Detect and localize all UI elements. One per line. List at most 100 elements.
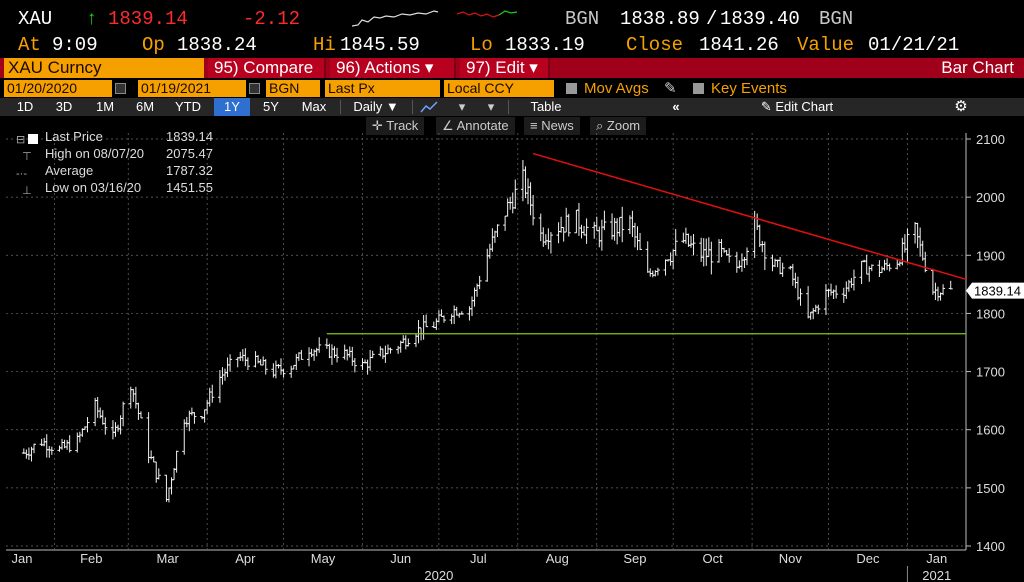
zoom-label: Zoom <box>606 118 641 133</box>
open-value: 1838.24 <box>177 34 257 56</box>
x-tick-label: Jan <box>12 551 33 566</box>
line-chart-icon[interactable] <box>420 100 438 114</box>
value-label: Value <box>797 34 855 56</box>
legend-last-price: ⊟ Last Price 1839.14 <box>12 129 237 148</box>
pencil-icon[interactable]: ✎ <box>664 80 677 97</box>
settings-gear-icon[interactable]: ⚙ <box>954 98 968 115</box>
range-row: 1D 3D 1M 6M YTD 1Y 5Y Max Daily ▼ ▾ ▾ Ta… <box>0 98 1024 116</box>
security-field[interactable]: XAU Curncy <box>4 58 204 78</box>
x-tick-label: Oct <box>703 551 724 566</box>
range-1d[interactable]: 1D <box>16 99 34 114</box>
resistance-trendline <box>532 152 967 281</box>
news-label: News <box>541 118 574 133</box>
y-tick-label: 1700 <box>976 365 1005 380</box>
low-label: Lo <box>470 34 493 56</box>
source-field[interactable]: BGN <box>266 80 320 97</box>
white-swatch-icon <box>28 134 39 144</box>
x-tick-label: Sep <box>623 551 646 566</box>
intraday-sparkline-icon <box>351 10 439 27</box>
currency-selector[interactable]: Local CCY <box>444 80 554 97</box>
open-label: Op <box>142 34 165 56</box>
high-value: 1845.59 <box>340 34 420 56</box>
last-price-tag-label: 1839.14 <box>974 284 1021 299</box>
collapse-icon[interactable]: « <box>672 99 680 114</box>
mov-avgs-label[interactable]: Mov Avgs <box>584 80 649 97</box>
range-6m[interactable]: 6M <box>135 99 155 114</box>
year-label-2020: 2020 <box>424 568 453 582</box>
track-tool[interactable]: ✛ Track <box>366 117 425 135</box>
bid-source: BGN <box>565 8 600 30</box>
mov-avgs-checkbox[interactable] <box>566 83 577 94</box>
divider <box>340 100 341 114</box>
at-label: At <box>18 34 41 56</box>
range-max[interactable]: Max <box>301 99 327 114</box>
legend-last-label: Last Price <box>45 129 103 144</box>
track-label: Track <box>386 118 419 133</box>
chart-tools-row: ✛ Track ∠ Annotate ≡ News ⌕ Zoom <box>0 117 1024 135</box>
at-time: 9:09 <box>52 34 98 56</box>
close-label: Close <box>626 34 684 56</box>
annotate-tool[interactable]: ∠ Annotate <box>436 117 515 135</box>
range-5y[interactable]: 5Y <box>263 99 279 114</box>
start-date-field[interactable]: 01/20/2020 <box>4 80 112 97</box>
key-events-checkbox[interactable] <box>693 83 704 94</box>
field-selector[interactable]: Last Px <box>325 80 440 97</box>
high-marker-icon: ⊤ <box>16 151 32 163</box>
key-events-label[interactable]: Key Events <box>711 80 787 97</box>
x-tick-label: Jan <box>926 551 947 566</box>
legend-high-value: 2075.47 <box>166 146 213 161</box>
range-ytd[interactable]: YTD <box>175 99 201 114</box>
intraday-change-sparkline-icon <box>456 10 518 18</box>
divider <box>508 100 509 114</box>
average-marker-icon: -·- <box>16 168 27 180</box>
y-tick-label: 1600 <box>976 423 1005 438</box>
compare-button[interactable]: 95) Compare <box>208 58 326 78</box>
x-tick-label: Mar <box>157 551 180 566</box>
x-tick-label: Jul <box>470 551 487 566</box>
range-3d[interactable]: 3D <box>55 99 73 114</box>
chart-type-label: Bar Chart <box>941 58 1014 77</box>
magnifier-icon: ⌕ <box>596 118 607 133</box>
bid-price: 1838.89 <box>620 8 700 30</box>
actions-menu[interactable]: 96) Actions ▾ <box>330 58 456 78</box>
value-date: 01/21/21 <box>868 34 960 56</box>
range-1m[interactable]: 1M <box>95 99 115 114</box>
calendar-icon[interactable] <box>115 83 126 94</box>
low-marker-icon: ⊥ <box>16 185 32 197</box>
edit-chart-label: Edit Chart <box>775 99 834 114</box>
calendar-icon[interactable] <box>249 83 260 94</box>
divider <box>412 100 413 114</box>
quote-row-1: XAU ↑ 1839.14 -2.12 BGN 1838.89 / 1839.4… <box>0 8 1024 32</box>
options-row: 01/20/2020 01/19/2021 BGN Last Px Local … <box>0 79 1024 98</box>
legend-high: ⊤ High on 08/07/20 2075.47 <box>12 146 237 163</box>
legend-low-label: Low on 03/16/20 <box>45 180 142 195</box>
zoom-tool[interactable]: ⌕ Zoom <box>590 117 647 135</box>
high-label: Hi <box>313 34 336 56</box>
legend-average-value: 1787.32 <box>166 163 213 178</box>
y-tick-label: 1800 <box>976 306 1005 321</box>
collapse-icon[interactable]: ⊟ <box>16 132 40 148</box>
x-tick-label: Dec <box>856 551 880 566</box>
chart-legend: ⊟ Last Price 1839.14 ⊤ High on 08/07/20 … <box>12 127 237 199</box>
news-tool[interactable]: ≡ News <box>524 117 580 135</box>
function-bar: XAU Curncy 95) Compare 96) Actions ▾ 97)… <box>0 58 1024 78</box>
x-tick-label: Jun <box>390 551 411 566</box>
ask-price: 1839.40 <box>720 8 800 30</box>
end-date-field[interactable]: 01/19/2021 <box>138 80 246 97</box>
edit-menu[interactable]: 97) Edit ▾ <box>460 58 550 78</box>
period-dropdown[interactable]: Daily ▼ <box>353 99 399 114</box>
range-1y[interactable]: 1Y <box>214 98 250 116</box>
chart-style-dropdown-icon[interactable]: ▾ <box>458 99 466 114</box>
table-button[interactable]: Table <box>530 99 562 114</box>
edit-chart-button[interactable]: ✎ Edit Chart <box>748 98 846 116</box>
y-tick-label: 1500 <box>976 481 1005 496</box>
chart-options-dropdown-icon[interactable]: ▾ <box>487 99 495 114</box>
up-arrow-icon: ↑ <box>86 8 98 30</box>
x-tick-label: May <box>311 551 336 566</box>
y-tick-label: 1900 <box>976 248 1005 263</box>
last-price-tag <box>966 282 1024 299</box>
news-icon: ≡ <box>530 118 542 133</box>
legend-average-label: Average <box>45 163 94 178</box>
year-label-2021: 2021 <box>922 568 951 582</box>
